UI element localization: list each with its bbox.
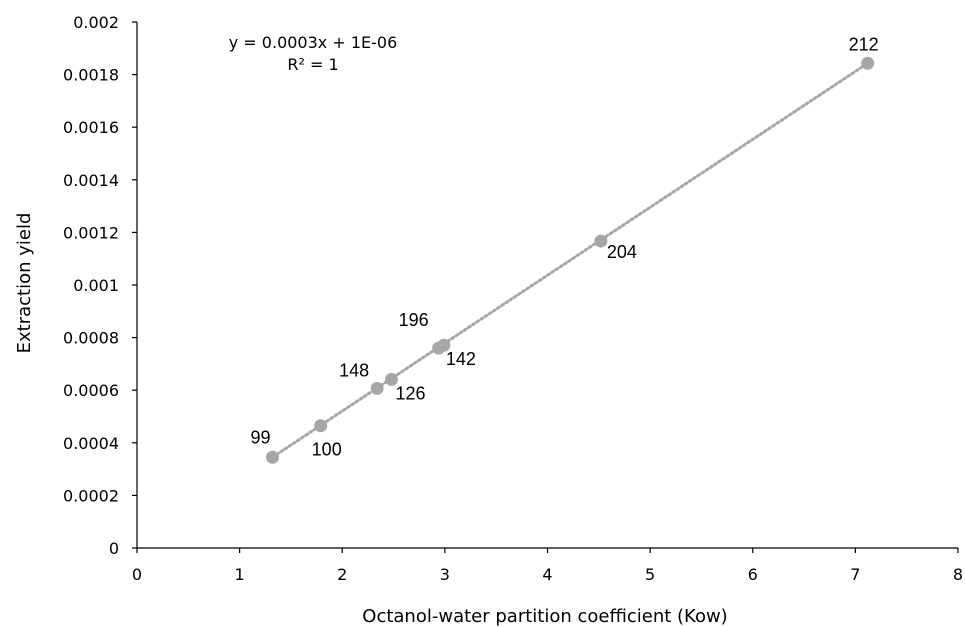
point-label: 100 [312,440,342,460]
x-tick-label: 6 [748,565,758,584]
data-point [594,234,608,248]
x-tick-labels: 0 1 2 3 4 5 6 7 8 [132,548,963,584]
trendline-layer [270,61,870,459]
y-tick-label: 0 [109,539,119,558]
point-label: 142 [446,349,476,369]
x-tick-label: 3 [440,565,450,584]
y-tick-label: 0.0016 [63,118,119,137]
x-tick-label: 5 [645,565,655,584]
trendline-r-squared: R² = 1 [287,55,338,74]
x-tick-label: 2 [337,565,347,584]
x-tick-label: 4 [542,565,552,584]
y-axis-title: Extraction yield [14,213,35,354]
data-point [265,450,279,464]
point-labels-layer: 99 100 148 126 196 142 204 212 [250,34,878,459]
axes-layer [136,22,958,549]
data-point [370,381,384,395]
trendline-equation: y = 0.0003x + 1E-06 [229,33,398,52]
x-tick-label: 7 [850,565,860,584]
point-label: 99 [250,427,270,447]
data-point [314,419,328,433]
data-point [385,372,399,386]
y-tick-label: 0.002 [73,13,119,32]
y-tick-label: 0.0004 [63,434,119,453]
y-tick-label: 0.0014 [63,171,119,190]
y-tick-labels: 0 0.0002 0.0004 0.0006 0.0008 0.001 0.0012 0.00… [63,13,137,558]
y-tick-label: 0.0002 [63,486,119,505]
point-label: 126 [396,383,426,403]
point-label: 196 [399,310,429,330]
y-tick-label: 0.0008 [63,329,119,348]
x-tick-label: 8 [953,565,963,584]
point-label: 212 [849,34,879,54]
data-point [437,338,451,352]
point-label: 204 [607,242,637,262]
y-tick-label: 0.0012 [63,223,119,242]
point-label: 148 [339,360,369,380]
x-tick-label: 1 [235,565,245,584]
y-tick-label: 0.0018 [63,66,119,85]
y-tick-label: 0.0006 [63,381,119,400]
trendline [270,61,870,459]
y-tick-label: 0.001 [73,276,119,295]
x-tick-label: 0 [132,565,142,584]
data-point [861,56,875,70]
points-layer [265,56,875,464]
x-axis-title: Octanol-water partition coefficient (Kow… [362,606,727,627]
